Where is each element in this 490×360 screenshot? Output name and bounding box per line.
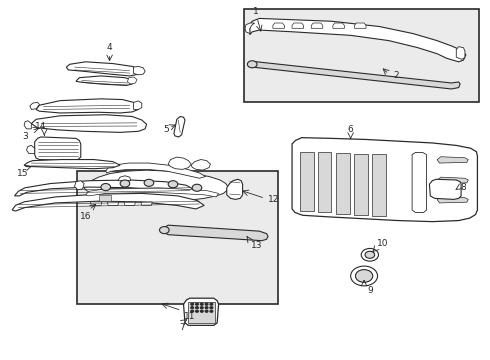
Polygon shape <box>84 170 228 202</box>
Polygon shape <box>292 23 304 28</box>
Circle shape <box>351 266 377 286</box>
Text: 14: 14 <box>35 122 47 131</box>
Circle shape <box>365 251 375 258</box>
Polygon shape <box>66 62 140 76</box>
Polygon shape <box>311 23 323 28</box>
Polygon shape <box>134 101 142 109</box>
Circle shape <box>196 307 198 309</box>
Polygon shape <box>30 102 40 109</box>
Text: 12: 12 <box>268 195 279 204</box>
Polygon shape <box>252 62 460 89</box>
Circle shape <box>247 61 257 68</box>
Polygon shape <box>86 188 219 197</box>
Polygon shape <box>245 23 255 33</box>
Polygon shape <box>174 117 185 137</box>
Text: 3: 3 <box>22 132 28 141</box>
Circle shape <box>200 307 203 309</box>
Circle shape <box>191 307 194 309</box>
Circle shape <box>200 310 203 312</box>
Polygon shape <box>292 138 477 222</box>
Circle shape <box>120 180 130 187</box>
Polygon shape <box>354 23 366 28</box>
Text: 15: 15 <box>18 170 29 179</box>
Circle shape <box>205 303 208 305</box>
Polygon shape <box>26 145 35 154</box>
Bar <box>354 154 368 215</box>
Polygon shape <box>163 225 268 241</box>
Bar <box>318 153 331 212</box>
Text: 8: 8 <box>460 183 466 192</box>
Text: 1: 1 <box>253 7 258 16</box>
Circle shape <box>168 181 178 188</box>
Polygon shape <box>35 137 81 161</box>
Text: 9: 9 <box>368 286 373 295</box>
Polygon shape <box>118 176 131 181</box>
Circle shape <box>205 307 208 309</box>
Polygon shape <box>184 298 219 325</box>
Polygon shape <box>191 159 210 170</box>
Bar <box>244 9 479 102</box>
Circle shape <box>144 179 154 186</box>
Polygon shape <box>141 202 152 206</box>
Circle shape <box>192 184 202 191</box>
Circle shape <box>160 226 169 234</box>
Polygon shape <box>74 181 84 190</box>
Polygon shape <box>12 193 204 211</box>
Polygon shape <box>273 23 284 28</box>
Text: 5: 5 <box>163 125 169 134</box>
Polygon shape <box>106 163 206 178</box>
Polygon shape <box>134 66 145 75</box>
Polygon shape <box>24 159 120 169</box>
Polygon shape <box>15 180 195 196</box>
Text: 13: 13 <box>251 241 262 250</box>
Polygon shape <box>168 157 191 170</box>
Polygon shape <box>24 121 31 129</box>
Circle shape <box>196 310 198 312</box>
Polygon shape <box>76 76 134 85</box>
Circle shape <box>361 248 378 261</box>
Polygon shape <box>227 179 243 199</box>
Circle shape <box>355 270 373 282</box>
Bar <box>98 195 111 201</box>
Circle shape <box>101 184 111 190</box>
Polygon shape <box>437 197 468 203</box>
Polygon shape <box>127 77 137 84</box>
Bar <box>372 154 386 216</box>
Circle shape <box>210 310 213 312</box>
Text: 11: 11 <box>184 312 195 321</box>
Text: 4: 4 <box>107 43 112 52</box>
Bar <box>336 153 350 214</box>
Text: 6: 6 <box>348 125 353 134</box>
Bar <box>188 302 215 323</box>
Polygon shape <box>456 47 465 59</box>
Text: 7: 7 <box>179 323 185 332</box>
Text: 10: 10 <box>377 239 389 248</box>
Polygon shape <box>90 202 102 206</box>
Text: 2: 2 <box>393 71 398 80</box>
Circle shape <box>191 303 194 305</box>
Polygon shape <box>333 23 344 28</box>
Polygon shape <box>250 18 466 62</box>
Polygon shape <box>437 157 468 163</box>
Circle shape <box>210 303 213 305</box>
Bar <box>300 152 314 211</box>
Polygon shape <box>107 202 119 206</box>
Polygon shape <box>412 153 426 212</box>
Circle shape <box>205 310 208 312</box>
Polygon shape <box>437 177 468 184</box>
Polygon shape <box>124 202 136 206</box>
Polygon shape <box>31 115 147 132</box>
Circle shape <box>210 307 213 309</box>
Polygon shape <box>36 99 139 113</box>
Bar <box>77 171 278 304</box>
Circle shape <box>191 310 194 312</box>
Circle shape <box>200 303 203 305</box>
Circle shape <box>196 303 198 305</box>
Polygon shape <box>429 179 461 199</box>
Text: 16: 16 <box>80 212 91 221</box>
